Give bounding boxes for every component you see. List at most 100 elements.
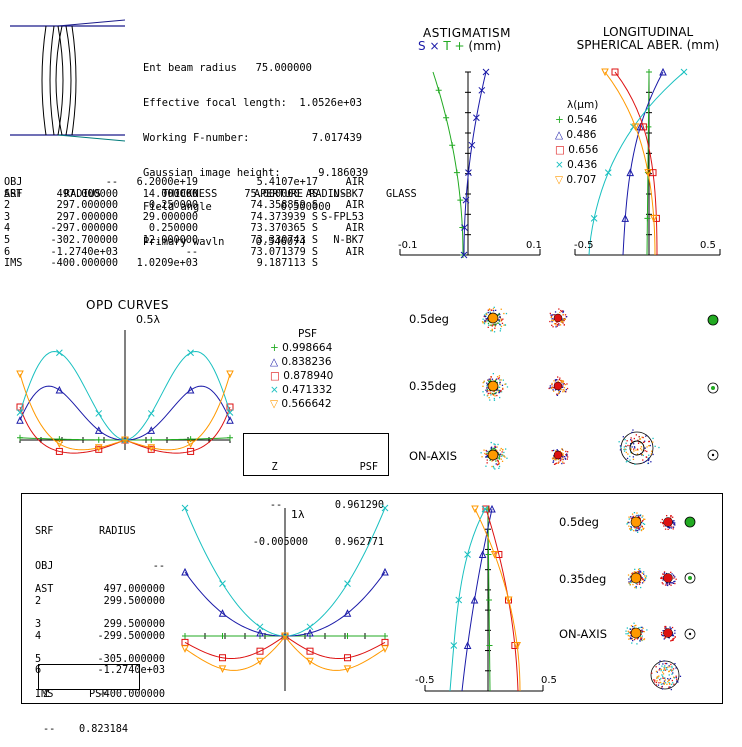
spot-point [668, 679, 670, 681]
spot-point [483, 380, 485, 382]
square-marker [187, 447, 195, 455]
spot-point [631, 628, 633, 630]
spot-point [559, 311, 561, 314]
spot-point [486, 462, 488, 464]
cross-marker [604, 169, 612, 177]
spot-point [505, 383, 507, 385]
spot-point [636, 448, 639, 450]
spot-point [562, 318, 564, 320]
airy-circle [650, 660, 680, 690]
spot-point [654, 681, 656, 683]
spot-point [490, 392, 492, 394]
spot-point [560, 309, 562, 312]
spot-point [627, 574, 630, 576]
surface-cell: S-FPL53 [321, 211, 364, 223]
spot-point [639, 570, 642, 572]
spot-point [486, 456, 488, 458]
spot-point [663, 683, 665, 685]
spot-point [673, 677, 675, 679]
spot-point [662, 671, 664, 673]
spot-point [558, 379, 560, 381]
down-triangle-marker [381, 645, 389, 653]
spot-point [496, 464, 499, 466]
spot-point [562, 380, 564, 382]
spot-point [637, 531, 639, 533]
cross-marker [381, 504, 389, 512]
spot-point [558, 308, 560, 310]
spot-point [494, 445, 496, 447]
spot-point [675, 667, 677, 669]
spot-point [552, 387, 554, 389]
spot-point [500, 391, 503, 393]
spot-point [500, 447, 502, 450]
spot-point [641, 637, 643, 639]
spot-point [635, 582, 637, 584]
spot-point [643, 638, 646, 640]
spot-point [563, 319, 565, 321]
focus-psf-value: 0.962771 [334, 537, 384, 548]
bottom-spot-label-2: ON-AXIS [559, 627, 607, 641]
plus-marker [646, 69, 652, 75]
spot-point [641, 572, 643, 574]
spot-point [488, 397, 490, 399]
spot-point [559, 450, 561, 452]
spot-small [707, 449, 719, 461]
spot-point [554, 311, 557, 313]
spot-point [630, 439, 632, 441]
spot-point [486, 391, 488, 393]
spot-point [488, 308, 491, 310]
spot-point [624, 448, 626, 450]
spot-point [636, 529, 639, 532]
spot-point [656, 680, 658, 682]
spot-point [655, 684, 657, 686]
spot-point [666, 683, 668, 685]
spot-point [556, 393, 558, 395]
surface-row: 4 -297.000000 0.250000 73.370365 S AIR [4, 223, 364, 235]
spot-point [506, 457, 508, 459]
spot-point [676, 680, 678, 682]
spot-point [673, 581, 675, 583]
summary-label: Working F-number: [143, 131, 250, 144]
spot-point [635, 434, 637, 436]
spot-point [495, 449, 497, 451]
spot-point [491, 460, 493, 462]
spot-point [641, 436, 643, 438]
bottom-table-row: OBJ -- [35, 561, 165, 573]
aberration-curve [474, 508, 521, 692]
spot-point [668, 681, 670, 684]
spot-point [638, 583, 641, 585]
bottom-aber-xtick-max: 0.5 [541, 675, 557, 686]
spot-point [487, 309, 489, 311]
spot-point [658, 446, 660, 449]
spot-point [674, 576, 676, 578]
spot-point [493, 323, 495, 325]
spot-point [664, 677, 666, 679]
spot-point [552, 389, 554, 391]
down-triangle-marker [186, 440, 195, 448]
spot-point [654, 679, 656, 681]
spot-small [684, 628, 696, 640]
spot-point [499, 390, 502, 392]
spot-point [482, 385, 484, 387]
spot-point [667, 526, 669, 528]
spot-core [487, 449, 499, 461]
spot-point [671, 626, 674, 629]
spot-point [668, 527, 671, 529]
bottom-psf-value-row: -- 0.823184 [43, 724, 135, 736]
spherical-legend-item: □ 0.656 [555, 143, 598, 158]
spot-point [672, 668, 675, 670]
spot-point [638, 528, 640, 530]
spot-point [481, 456, 483, 458]
spot-point [662, 630, 664, 632]
spherical-legend-item: ▽ 0.707 [555, 173, 598, 188]
cross-marker [95, 410, 103, 417]
col-aperture-header: APERTURE RADIUS [254, 189, 347, 201]
spot-point [562, 449, 564, 451]
spot-point [645, 435, 647, 437]
astig-xtick-max: 0.1 [526, 240, 542, 251]
spot-point [674, 632, 676, 634]
spot-point [671, 667, 673, 669]
spot-point [664, 662, 666, 665]
spot-point [551, 321, 553, 323]
spot-point [487, 311, 489, 314]
